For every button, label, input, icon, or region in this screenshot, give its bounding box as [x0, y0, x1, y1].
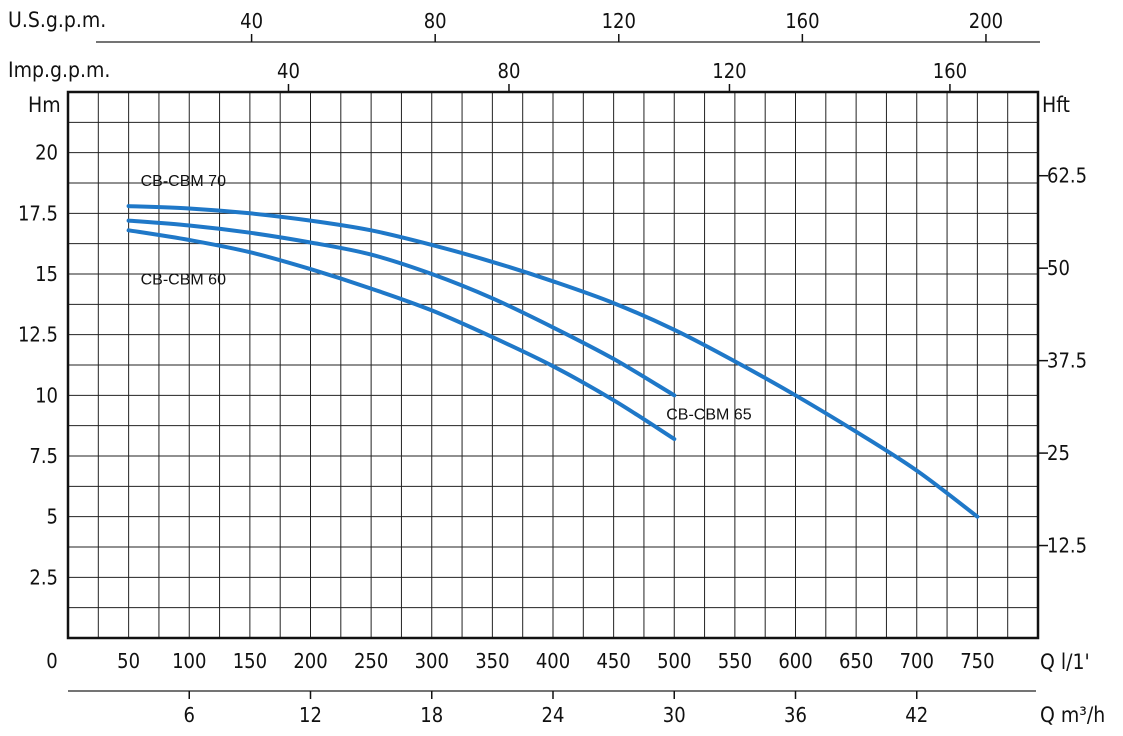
- top-axis-1-ticks: 40 80 120 160 200: [240, 9, 1003, 42]
- series-label-60: CB-CBM 60: [141, 271, 226, 288]
- bottom-axis-2-tick-label: 36: [784, 703, 807, 727]
- x-axis-ticks: 0 50 100 150 200 250 300 350 400 450 500 550 600 650 7…: [46, 649, 994, 673]
- x-tick-label: 650: [839, 649, 873, 673]
- x-tick-label: 750: [960, 649, 994, 673]
- x-tick-label: 100: [172, 649, 206, 673]
- x-tick-label: 150: [233, 649, 267, 673]
- y-right-tick-label: 37.5: [1047, 349, 1087, 373]
- bottom-axis-2-tick-label: 42: [905, 703, 928, 727]
- top-axis-2-tick-label: 80: [498, 59, 521, 83]
- series-labels: CB-CBM 70 CB-CBM 65 CB-CBM 60: [141, 173, 752, 423]
- bottom-axis-2-tick-label: 18: [420, 703, 443, 727]
- bottom-axis-2-tick-label: 30: [663, 703, 686, 727]
- series-line: [126, 204, 980, 519]
- bottom-axis-2-tick-label: 12: [299, 703, 322, 727]
- x-tick-label: 200: [293, 649, 327, 673]
- bottom-axis-2-ticks: 6 12 18 24 30 36 42: [184, 691, 928, 727]
- bottom-axis-2-tick-label: 24: [542, 703, 565, 727]
- x-tick-label: 250: [354, 649, 388, 673]
- x-tick-label: 450: [596, 649, 630, 673]
- y-right-tick-label: 25: [1047, 441, 1070, 465]
- x-tick-label: 550: [718, 649, 752, 673]
- top-axis-1-tick-label: 40: [240, 9, 263, 33]
- series-label-70: CB-CBM 70: [141, 173, 226, 190]
- y-tick-label: 2.5: [29, 565, 58, 589]
- series-line: [126, 218, 677, 398]
- y-tick-label: 5: [47, 505, 58, 529]
- y-tick-label: 10: [35, 383, 58, 407]
- y-right-tick-label: 50: [1047, 256, 1070, 280]
- top-axis-1-tick-label: 200: [969, 9, 1003, 33]
- top-axis-1-tick-label: 160: [785, 9, 819, 33]
- x-tick-label: 700: [900, 649, 934, 673]
- bottom-axis-2-unit: Q m³/h: [1040, 703, 1105, 727]
- y-tick-label: 17.5: [18, 201, 58, 225]
- plot-frame: [66, 90, 1040, 640]
- x-tick-label: 500: [657, 649, 691, 673]
- x-tick-label: 0: [46, 649, 57, 673]
- x-tick-label: 350: [475, 649, 509, 673]
- x-tick-label: 50: [117, 649, 140, 673]
- chart-grid: [68, 92, 1038, 638]
- y-right-axis-ticks: 12.5 25 37.5 50 62.5: [1038, 164, 1087, 558]
- y-tick-label: 12.5: [18, 323, 58, 347]
- y-tick-label: 15: [35, 262, 58, 286]
- top-axis-2-tick-label: 120: [712, 59, 746, 83]
- series-line: [126, 228, 677, 441]
- x-tick-label: 300: [415, 649, 449, 673]
- x-tick-label: 600: [778, 649, 812, 673]
- y-right-axis-unit: Hft: [1042, 93, 1070, 117]
- y-tick-label: 20: [35, 141, 58, 165]
- top-axis-2-ticks: 40 80 120 160: [277, 59, 967, 92]
- y-right-tick-label: 12.5: [1047, 534, 1087, 558]
- x-tick-label: 400: [536, 649, 570, 673]
- top-axis-1-unit: U.S.g.p.m.: [8, 8, 106, 32]
- top-axis-2-unit: Imp.g.p.m.: [8, 58, 110, 82]
- top-axis-1-tick-label: 120: [602, 9, 636, 33]
- bottom-axis-2-tick-label: 6: [184, 703, 195, 727]
- top-axis-2-tick-label: 40: [277, 59, 300, 83]
- top-axis-1-tick-label: 80: [424, 9, 447, 33]
- y-axis-unit: Hm: [28, 93, 61, 117]
- series-lines: [126, 204, 980, 519]
- series-label-65: CB-CBM 65: [666, 406, 751, 423]
- y-right-tick-label: 62.5: [1047, 164, 1087, 188]
- top-axis-2-tick-label: 160: [933, 59, 967, 83]
- y-tick-label: 7.5: [29, 444, 58, 468]
- x-axis-unit: Q l/1': [1040, 650, 1090, 674]
- y-axis-ticks: 2.5 5 7.5 10 12.5 15 17.5 20: [18, 141, 58, 590]
